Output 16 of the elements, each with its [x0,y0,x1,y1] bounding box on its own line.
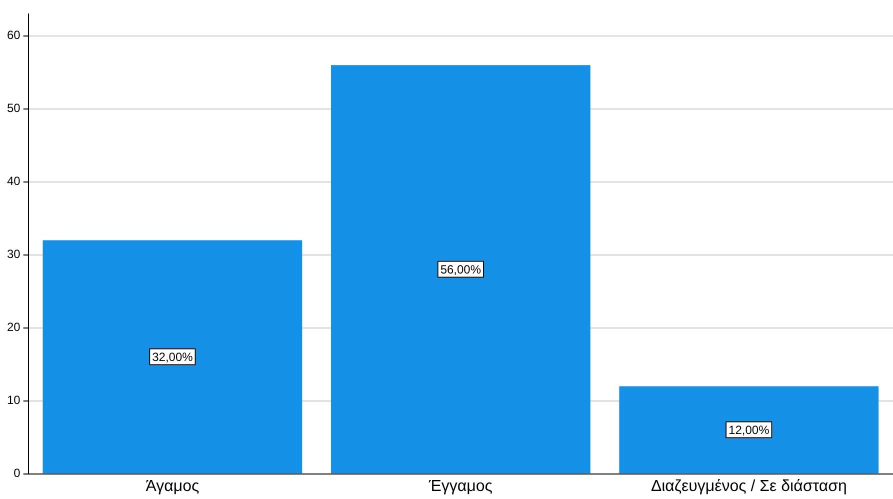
bar [42,240,302,474]
x-tick-label: Έγγαμος [428,478,493,495]
bar [330,65,590,474]
data-label: 12,00% [728,423,770,438]
data-label: 32,00% [152,350,194,364]
x-tick-label: Διαζευγμένος / Σε διάσταση [650,478,847,495]
y-tick-label: 50 [6,101,21,116]
y-tick-label: 40 [6,174,21,188]
data-label: 56,00% [440,262,482,277]
y-tick-label: 0 [14,466,21,480]
y-tick-label: 60 [6,28,21,42]
bar [619,386,879,474]
y-tick-label: 10 [6,393,21,408]
y-tick-label: 20 [6,320,21,334]
y-tick-label: 30 [6,247,21,262]
x-tick-label: Άγαμος [146,478,200,495]
